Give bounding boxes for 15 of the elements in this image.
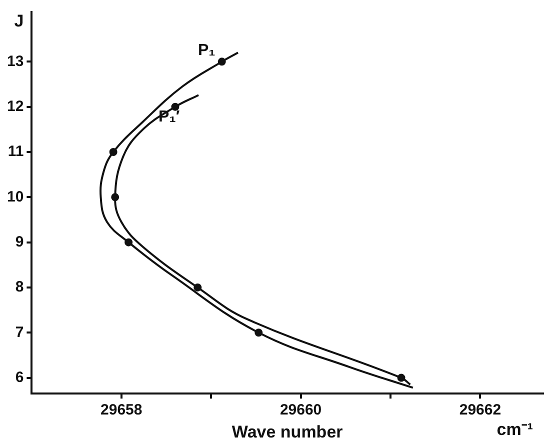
x-axis-title: Wave number bbox=[232, 422, 344, 442]
y-tick-label: 7 bbox=[15, 324, 24, 341]
x-tick-label: 29660 bbox=[280, 402, 322, 419]
text: cm⁻¹ bbox=[496, 420, 534, 440]
y-axis-title: J bbox=[14, 11, 24, 30]
y-tick-label: 12 bbox=[6, 98, 24, 115]
y-tick-label: 8 bbox=[15, 278, 24, 296]
x-tick-label: 29658 bbox=[100, 402, 142, 419]
series-label: P₁ bbox=[198, 42, 216, 60]
y-tick-label: 13 bbox=[6, 52, 24, 70]
y-tick-label: 6 bbox=[15, 368, 24, 386]
y-tick-label: 11 bbox=[8, 143, 24, 160]
y-tick-label: 10 bbox=[6, 188, 24, 206]
x-tick-label: 29662 bbox=[459, 402, 502, 419]
y-tick-label: 9 bbox=[15, 233, 24, 250]
